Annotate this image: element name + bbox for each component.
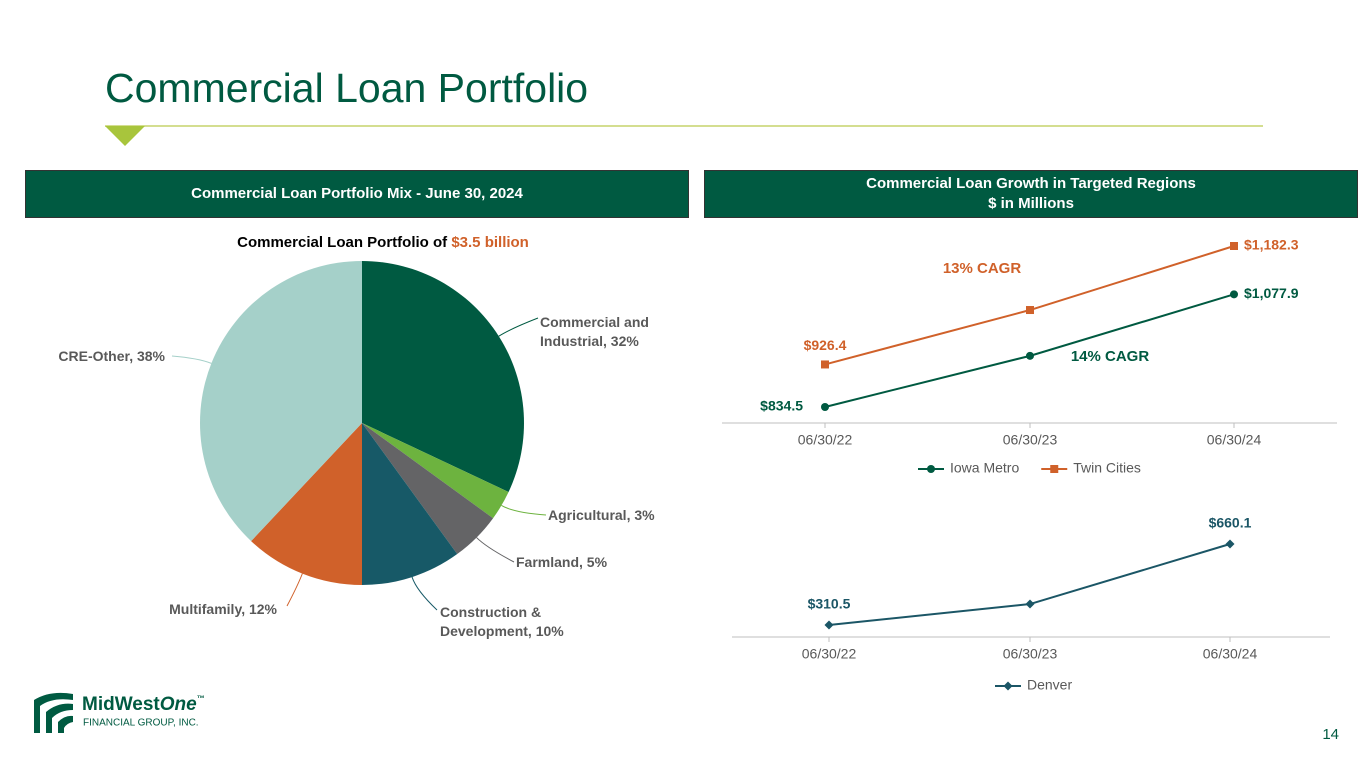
pie-label: Farmland, 5%: [516, 554, 608, 570]
pie-title-highlight: $3.5 billion: [451, 234, 529, 251]
x-tick-label: 06/30/24: [1203, 646, 1258, 662]
line: [828, 543, 1231, 626]
point: [1025, 599, 1035, 609]
line: [824, 245, 1235, 366]
data-label: $926.4: [804, 337, 847, 353]
x-tick-label: 06/30/24: [1207, 432, 1262, 448]
data-label: $1,182.3: [1244, 237, 1299, 253]
logo-name-main: MidWest: [82, 694, 160, 715]
point: [1026, 306, 1034, 315]
leader-line: [501, 505, 547, 516]
pie-slice: [251, 423, 362, 585]
left-header: Commercial Loan Portfolio Mix - June 30,…: [25, 170, 689, 218]
logo-sub: FINANCIAL GROUP, INC.: [83, 718, 199, 729]
page-number: 14: [1322, 726, 1339, 743]
pie-label: Commercial and Industrial, 32%: [540, 314, 649, 349]
pie-title-text: Commercial Loan Portfolio of: [237, 234, 451, 251]
data-label: $834.5: [760, 398, 803, 414]
leader-line: [476, 537, 515, 563]
pie-label: CRE-Other, 38%: [58, 348, 165, 364]
right-header-line: Commercial Loan Growth in Targeted Regio…: [866, 175, 1196, 192]
point: [1050, 465, 1059, 473]
leader-line: [286, 573, 303, 607]
x-tick-label: 06/30/22: [802, 646, 857, 662]
pie-label: Multifamily, 12%: [169, 601, 277, 617]
pie-slice: [200, 261, 362, 542]
left-header-text: Commercial Loan Portfolio Mix - June 30,…: [191, 185, 523, 202]
pie-label: Agricultural, 3%: [548, 507, 655, 523]
point: [1026, 351, 1034, 360]
point: [1230, 290, 1238, 299]
point: [1230, 242, 1238, 250]
pie-title: Commercial Loan Portfolio of $3.5 billio…: [237, 234, 529, 251]
pie-slice: [362, 261, 524, 492]
slide-title: Commercial Loan Portfolio: [105, 65, 588, 111]
legend-label: Denver: [1027, 677, 1072, 693]
legend-label: Iowa Metro: [950, 460, 1019, 476]
logo-icon: [34, 692, 73, 733]
data-label: $660.1: [1209, 515, 1252, 531]
point: [824, 620, 834, 630]
x-tick-label: 06/30/23: [1003, 646, 1058, 662]
leader-line: [411, 576, 438, 611]
pie-slice: [362, 423, 494, 555]
logo-name: MidWestOne™: [82, 694, 205, 715]
logo-tm: ™: [197, 694, 205, 703]
right-header: Commercial Loan Growth in Targeted Regio…: [704, 170, 1358, 218]
leader-line: [171, 355, 212, 364]
pie-slice: [362, 423, 458, 585]
point: [1225, 539, 1235, 549]
annotation: 14% CAGR: [1071, 348, 1150, 365]
title-marker: [105, 126, 145, 146]
point: [821, 360, 829, 369]
point: [821, 403, 829, 411]
logo-name-italic: One: [160, 694, 197, 715]
data-label: $1,077.9: [1244, 285, 1299, 301]
logo: MidWestOne™ FINANCIAL GROUP, INC.: [33, 692, 205, 733]
point: [927, 465, 935, 473]
x-tick-label: 06/30/23: [1003, 432, 1058, 448]
x-tick-label: 06/30/22: [798, 432, 853, 448]
point: [1003, 681, 1013, 691]
leader-line: [498, 317, 539, 337]
legend-label: Twin Cities: [1073, 460, 1141, 476]
pie-label: Construction & Development, 10%: [440, 604, 564, 639]
pie-slice: [362, 423, 509, 519]
annotation: 13% CAGR: [943, 260, 1022, 277]
right-header-line: $ in Millions: [988, 195, 1074, 212]
data-label: $310.5: [808, 596, 851, 612]
